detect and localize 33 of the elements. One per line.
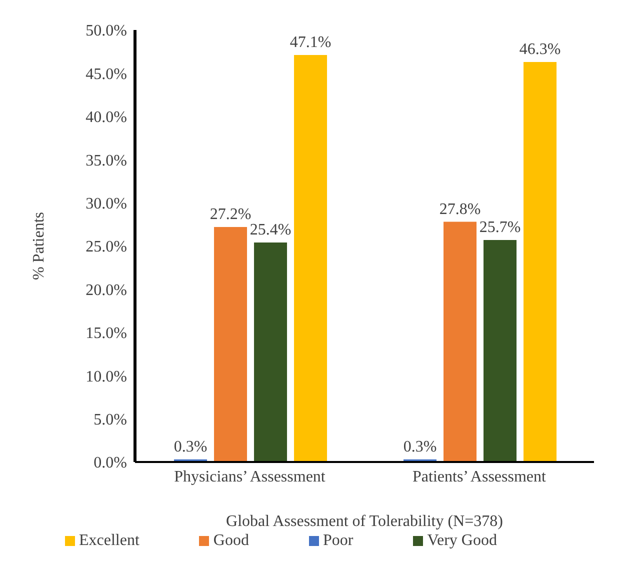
data-label: 0.3%: [403, 438, 437, 456]
y-tick-label: 45.0%: [86, 66, 127, 83]
x-tick-label: Patients’ Assessment: [412, 468, 547, 486]
bar: [214, 226, 248, 462]
bar: [294, 55, 328, 462]
data-label: 46.3%: [519, 40, 561, 58]
data-label: 47.1%: [290, 34, 332, 52]
legend-label: Very Good: [427, 532, 497, 549]
data-label: 27.2%: [210, 206, 252, 223]
y-tick-label: 10.0%: [86, 368, 127, 386]
bar: [254, 242, 288, 462]
y-tick-label: 15.0%: [86, 325, 127, 342]
legend-label: Excellent: [79, 532, 140, 549]
y-tick-label: 30.0%: [86, 195, 127, 212]
y-tick-label: 25.0%: [86, 238, 127, 256]
y-tick-label: 5.0%: [94, 411, 127, 428]
legend-label: Poor: [322, 532, 354, 549]
bar: [484, 240, 517, 462]
y-tick-label: 35.0%: [86, 152, 127, 170]
data-label: 25.4%: [250, 222, 292, 239]
bar: [524, 62, 557, 462]
y-tick-label: 40.0%: [86, 109, 127, 126]
data-label: 0.3%: [174, 438, 208, 456]
y-tick-label: 0.0%: [94, 454, 127, 472]
bar: [444, 222, 477, 462]
x-tick-label: Physicians’ Assessment: [174, 468, 326, 486]
y-tick-label: 20.0%: [86, 282, 127, 299]
y-tick-label: 50.0%: [86, 22, 127, 40]
x-axis-title: Global Assessment of Tolerability (N=378): [226, 513, 503, 530]
data-label: 25.7%: [479, 218, 521, 236]
legend-label: Good: [213, 532, 249, 549]
data-label: 27.8%: [439, 200, 481, 218]
y-axis-title: % Patients: [30, 212, 48, 280]
